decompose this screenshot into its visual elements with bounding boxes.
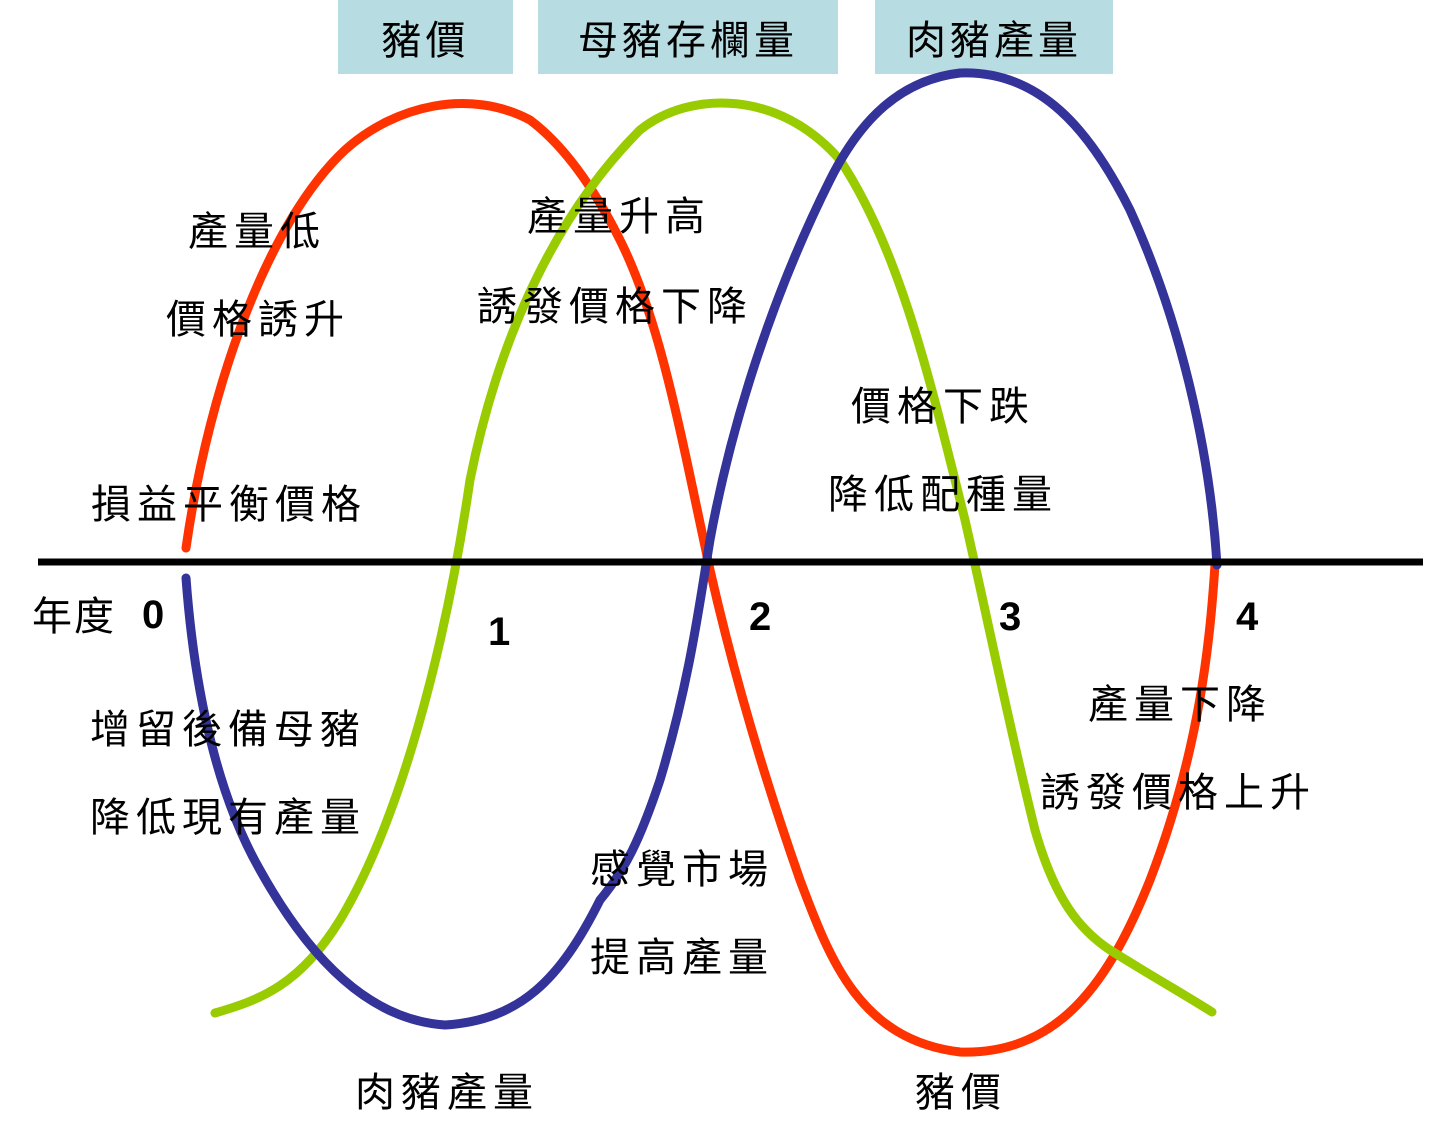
annotation-low-output: 產量低	[188, 209, 326, 255]
legend-sow-inventory: 母豬存欄量	[538, 0, 838, 74]
annotation-breakeven-price: 損益平衡價格	[91, 482, 367, 528]
bottom-label-price: 豬價	[915, 1070, 1007, 1116]
tick-2: 2	[749, 595, 772, 639]
annotation-output-drop: 產量下降	[1088, 682, 1272, 728]
annotation-price-induced-rise: 價格誘升	[166, 297, 350, 343]
year-axis-label: 年度	[32, 594, 116, 640]
tick-1: 1	[488, 610, 511, 654]
pork-output-curve	[181, 68, 1222, 1030]
annotation-output-rise: 產量升高	[527, 194, 711, 240]
annotation-retain-gilts: 增留後備母豬	[90, 707, 366, 753]
legend-sow-inventory-label: 母豬存欄量	[578, 18, 798, 64]
price-curve	[181, 99, 1220, 1057]
tick-0: 0	[142, 593, 165, 637]
legend-price-label: 豬價	[381, 18, 470, 64]
annotation-induce-price-rise: 誘發價格上升	[1040, 770, 1316, 816]
bottom-label-pork-output: 肉豬產量	[355, 1070, 539, 1116]
legend-price: 豬價	[338, 0, 513, 74]
annotation-increase-output: 提高產量	[590, 935, 774, 981]
annotation-reduce-current-output: 降低現有產量	[90, 795, 366, 841]
annotation-market-feel: 感覺市場	[590, 847, 774, 893]
annotation-induce-price-drop: 誘發價格下降	[477, 284, 753, 330]
tick-4: 4	[1236, 595, 1259, 639]
legend-pork-output: 肉豬產量	[875, 0, 1113, 74]
legend-pork-output-label: 肉豬產量	[906, 18, 1082, 64]
annotation-price-fall: 價格下跌	[851, 384, 1035, 430]
tick-3: 3	[999, 595, 1022, 639]
annotation-reduce-breeding: 降低配種量	[828, 472, 1058, 518]
sow-inventory-curve	[210, 98, 1217, 1018]
